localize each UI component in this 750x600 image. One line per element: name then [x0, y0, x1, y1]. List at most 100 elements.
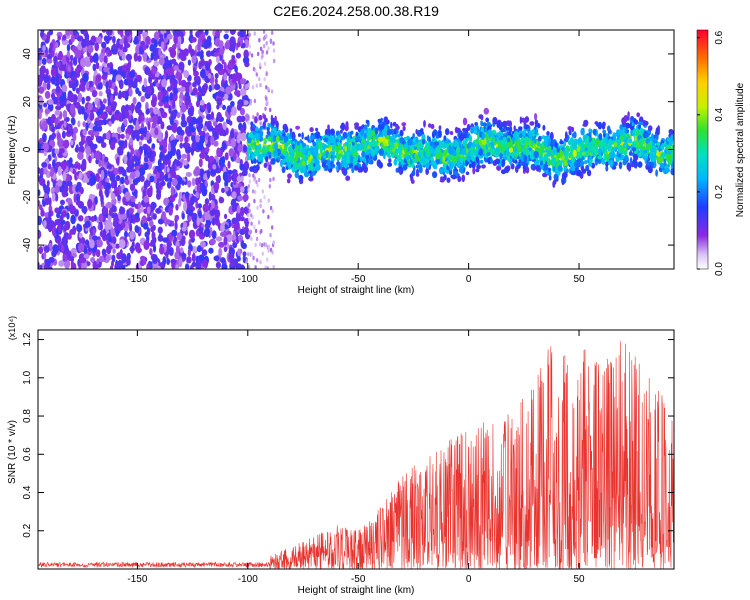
- heatmap-cell: [269, 177, 272, 183]
- heatmap-cell: [500, 128, 506, 133]
- heatmap-cell: [287, 173, 292, 179]
- heatmap-cell: [269, 205, 273, 211]
- heatmap-cell: [623, 115, 627, 122]
- heatmap-cell: [509, 158, 513, 166]
- heatmap-cell: [254, 189, 257, 195]
- heatmap-cell: [240, 175, 244, 183]
- heatmap-cell: [96, 239, 103, 248]
- heatmap-cell: [173, 82, 178, 90]
- heatmap-cell: [92, 228, 96, 235]
- heatmap-cell: [191, 55, 197, 64]
- heatmap-cell: [248, 44, 251, 49]
- heatmap-cell: [169, 117, 174, 126]
- heatmap-cell: [191, 177, 196, 187]
- heatmap-cell: [181, 213, 185, 220]
- heatmap-cell: [213, 140, 219, 147]
- heatmap-cell: [163, 102, 170, 109]
- heatmap-cell: [231, 217, 238, 225]
- heatmap-cell: [240, 206, 245, 217]
- heatmap-cell: [46, 82, 51, 91]
- heatmap-cell: [85, 135, 92, 144]
- heatmap-cell: [198, 210, 202, 219]
- heatmap-cell: [462, 127, 467, 132]
- heatmap-cell: [267, 248, 270, 253]
- heatmap-cell: [524, 136, 530, 144]
- heatmap-cell: [205, 62, 211, 71]
- heatmap-cell: [250, 121, 254, 126]
- heatmap-cell: [485, 117, 490, 123]
- heatmap-cell: [247, 213, 250, 218]
- heatmap-cell: [191, 212, 198, 223]
- heatmap-cell: [78, 261, 82, 269]
- heatmap-cell: [264, 106, 267, 112]
- heatmap-cell: [641, 120, 647, 126]
- heatmap-cell: [670, 168, 674, 176]
- heatmap-cell: [438, 125, 442, 131]
- heatmap-cell: [169, 92, 174, 101]
- heatmap-cell: [124, 42, 131, 49]
- heatmap-cell: [218, 241, 225, 248]
- heatmap-cell: [87, 44, 94, 54]
- heatmap-cell: [69, 30, 74, 36]
- heatmap-cell: [153, 39, 158, 48]
- heatmap-cell: [138, 141, 143, 146]
- heatmap-cell: [218, 40, 224, 49]
- heatmap-cell: [595, 158, 599, 163]
- heatmap-cell: [255, 179, 258, 185]
- heatmap-cell: [158, 47, 162, 57]
- heatmap-cell: [43, 251, 47, 260]
- heatmap-cell: [152, 244, 157, 253]
- heatmap-cell: [396, 129, 399, 134]
- heatmap-cell: [663, 140, 667, 146]
- heatmap-cell: [216, 97, 223, 106]
- heatmap-cell: [633, 153, 639, 162]
- heatmap-cell: [638, 138, 644, 146]
- heatmap-cell: [273, 149, 278, 157]
- heatmap-cell: [267, 123, 272, 128]
- heatmap-cell: [549, 131, 554, 140]
- heatmap-cell: [41, 57, 47, 65]
- heatmap-cell: [398, 169, 402, 174]
- heatmap-cell: [257, 177, 261, 183]
- heatmap-cell: [331, 145, 336, 152]
- heatmap-cell: [634, 135, 637, 142]
- heatmap-cell: [113, 101, 117, 108]
- heatmap-cell: [69, 103, 76, 114]
- heatmap-cell: [157, 158, 162, 167]
- heatmap-cell: [445, 128, 450, 136]
- heatmap-cell: [186, 256, 192, 264]
- heatmap-cell: [472, 166, 476, 175]
- heatmap-cell: [312, 141, 316, 147]
- heatmap-cell: [239, 265, 246, 269]
- heatmap-cell: [89, 111, 95, 121]
- heatmap-cell: [281, 143, 285, 150]
- heatmap-cell: [125, 53, 133, 61]
- heatmap-cell: [448, 147, 454, 155]
- heatmap-cell: [126, 209, 130, 219]
- heatmap-cell: [152, 81, 157, 87]
- heatmap-cell: [269, 107, 272, 113]
- heatmap-cell: [212, 164, 217, 170]
- heatmap-cell: [480, 120, 483, 127]
- heatmap-cell: [259, 203, 262, 209]
- heatmap-cell: [423, 150, 426, 158]
- heatmap-cell: [155, 207, 162, 214]
- heatmap-cell: [97, 119, 104, 126]
- heatmap-cell: [613, 161, 618, 167]
- heatmap-cell: [239, 30, 245, 38]
- heatmap-cell: [54, 148, 59, 155]
- heatmap-cell: [236, 41, 241, 48]
- heatmap-cell: [198, 34, 206, 40]
- heatmap-cell: [224, 30, 230, 34]
- heatmap-cell: [252, 66, 256, 72]
- heatmap-cell: [44, 198, 50, 206]
- heatmap-cell: [197, 203, 202, 209]
- heatmap-cell: [412, 157, 417, 164]
- heatmap-cell: [337, 165, 341, 171]
- heatmap-cell: [101, 248, 107, 256]
- heatmap-cell: [626, 162, 632, 171]
- heatmap-cell: [44, 90, 51, 99]
- heatmap-cell: [50, 67, 57, 77]
- heatmap-cell: [301, 142, 307, 148]
- heatmap-cell: [256, 183, 259, 188]
